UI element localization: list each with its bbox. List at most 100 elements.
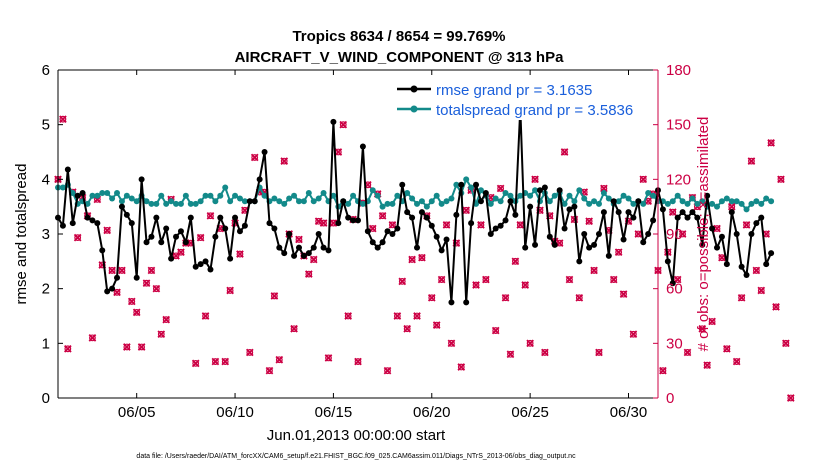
obs-count-point bbox=[501, 293, 510, 302]
totalspread-point bbox=[202, 192, 209, 199]
obs-count-point bbox=[427, 293, 436, 302]
totalspread-point bbox=[620, 192, 627, 199]
totalspread-point bbox=[232, 192, 239, 199]
obs-count-point bbox=[388, 221, 397, 229]
legend-spread-label: totalspread grand pr = 3.5836 bbox=[436, 102, 633, 119]
totalspread-point bbox=[300, 198, 307, 205]
rmse-point bbox=[143, 239, 150, 246]
obs-count-point bbox=[408, 255, 416, 264]
totalspread-point bbox=[625, 195, 632, 202]
totalspread-point bbox=[286, 195, 293, 202]
totalspread-point bbox=[261, 192, 268, 199]
x-tick-label: 06/25 bbox=[511, 404, 549, 421]
totalspread-point bbox=[281, 200, 288, 207]
rmse-point bbox=[507, 198, 514, 205]
totalspread-point bbox=[694, 200, 701, 207]
rmse-point bbox=[482, 190, 489, 196]
obs-count-point bbox=[565, 275, 574, 284]
totalspread-point bbox=[453, 181, 460, 188]
rmse-point bbox=[586, 244, 593, 251]
obs-count-point bbox=[309, 255, 318, 264]
rmse-point bbox=[669, 280, 676, 287]
rmse-point bbox=[330, 118, 337, 125]
totalspread-point bbox=[177, 200, 184, 207]
rmse-point bbox=[468, 220, 475, 227]
rmse-point bbox=[556, 187, 563, 194]
obs-count-point bbox=[772, 303, 780, 311]
rmse-point bbox=[443, 236, 450, 243]
obs-count-point bbox=[575, 293, 584, 302]
obs-count-point bbox=[324, 354, 333, 362]
y-tick-label: 3 bbox=[42, 226, 50, 243]
rmse-point bbox=[487, 231, 494, 237]
rmse-point bbox=[394, 225, 401, 232]
rmse-point bbox=[94, 220, 101, 227]
obs-count-point bbox=[678, 230, 687, 238]
totalspread-point bbox=[114, 190, 121, 196]
totalspread-point bbox=[714, 203, 721, 210]
obs-count-point bbox=[196, 233, 205, 242]
obs-count-point bbox=[482, 275, 490, 284]
obs-count-point bbox=[191, 359, 200, 368]
y2-tick-label: 30 bbox=[666, 335, 683, 352]
totalspread-point bbox=[291, 192, 298, 199]
rmse-point bbox=[59, 222, 66, 229]
rmse-point bbox=[384, 228, 391, 235]
obs-count-point bbox=[742, 221, 751, 229]
rmse-point bbox=[728, 209, 735, 216]
rmse-point bbox=[163, 225, 170, 232]
y2-axis-label: # of obs: o=possible; ×=assimilated bbox=[695, 117, 712, 352]
rmse-point bbox=[217, 214, 224, 221]
obs-count-point bbox=[147, 266, 156, 275]
obs-count-point bbox=[339, 120, 348, 129]
obs-count-point bbox=[723, 344, 731, 353]
y2-tick-label: 150 bbox=[666, 117, 691, 134]
rmse-point bbox=[664, 258, 671, 265]
totalspread-point bbox=[468, 184, 475, 191]
totalspread-point bbox=[748, 200, 755, 207]
obs-count-point bbox=[177, 248, 185, 257]
totalspread-point bbox=[271, 195, 278, 202]
rmse-point bbox=[355, 217, 361, 224]
obs-count-point bbox=[659, 366, 667, 375]
totalspread-point bbox=[163, 200, 170, 207]
obs-count-point bbox=[280, 157, 289, 165]
rmse-point bbox=[335, 220, 342, 227]
rmse-point bbox=[718, 233, 725, 240]
rmse-point bbox=[743, 272, 750, 278]
rmse-series bbox=[55, 105, 775, 306]
obs-count-point bbox=[609, 275, 618, 284]
obs-count-point bbox=[103, 226, 112, 235]
rmse-point bbox=[133, 274, 140, 281]
rmse-point bbox=[541, 184, 548, 191]
obs-count-point bbox=[683, 348, 692, 357]
obs-count-point bbox=[157, 330, 166, 339]
obs-count-point bbox=[304, 270, 313, 278]
obs-count-point bbox=[639, 175, 648, 184]
rmse-point bbox=[758, 214, 765, 221]
obs-count-point bbox=[786, 394, 795, 402]
rmse-point bbox=[689, 209, 696, 216]
obs-count-point bbox=[236, 250, 244, 258]
obs-count-point bbox=[673, 275, 682, 284]
obs-count-point bbox=[398, 277, 407, 286]
rmse-point bbox=[291, 252, 298, 259]
rmse-point bbox=[532, 241, 539, 248]
y-tick-label: 6 bbox=[42, 62, 50, 79]
rmse-point bbox=[266, 220, 273, 227]
totalspread-point bbox=[591, 198, 598, 205]
y-tick-label: 1 bbox=[42, 335, 50, 352]
obs-count-point bbox=[418, 253, 426, 262]
totalspread-point bbox=[89, 192, 96, 199]
rmse-point bbox=[320, 244, 327, 251]
totalspread-point bbox=[158, 192, 165, 199]
rmse-point bbox=[99, 247, 106, 254]
rmse-point bbox=[600, 209, 607, 216]
data-file-note: data file: /Users/raeder/DAI/ATM_forcXX/… bbox=[136, 453, 576, 460]
rmse-point bbox=[625, 209, 632, 216]
totalspread-point bbox=[576, 187, 583, 194]
obs-count-point bbox=[511, 257, 520, 266]
rmse-point bbox=[187, 214, 194, 221]
totalspread-point bbox=[59, 184, 66, 191]
totalspread-point bbox=[207, 192, 214, 199]
